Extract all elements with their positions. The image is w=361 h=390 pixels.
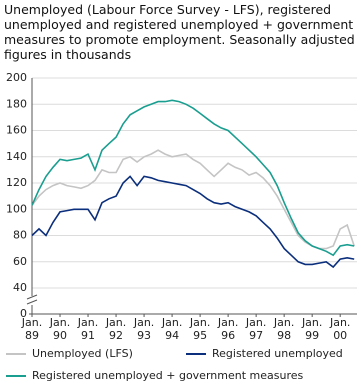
chart-title: Unemployed (Labour Force Survey - LFS), … [4,2,355,62]
y-tick-label: 0 [20,307,27,320]
y-tick-label: 80 [13,229,27,242]
x-tick-label: Jan. 90 [49,316,70,342]
axis-break [26,294,38,300]
y-tick-label: 180 [6,97,27,110]
legend-label: Registered unemployed [212,347,343,360]
x-tick-label: Jan. 91 [77,316,98,342]
y-tick-label: 140 [6,150,27,163]
x-tick-label: Jan. 94 [161,316,182,342]
x-tick-label: Jan. 00 [329,316,350,342]
x-tick-label: Jan. 89 [21,316,42,342]
y-tick-label: 160 [6,124,27,137]
y-tick-label: 40 [13,281,27,294]
x-tick-label: Jan. 99 [301,316,322,342]
series-line [31,99,355,257]
x-tick-label: Jan. 95 [189,316,210,342]
axis-break [26,299,38,305]
series-line [31,175,355,269]
y-tick-label: 120 [6,176,27,189]
legend-label: Registered unemployed + government measu… [32,369,303,382]
x-tick-label: Jan. 97 [245,316,266,342]
legend-label: Unemployed (LFS) [32,347,133,360]
y-tick-label: 60 [13,255,27,268]
y-tick-label: 200 [6,71,27,84]
x-tick-label: Jan. 98 [273,316,294,342]
x-tick-label: Jan. 93 [133,316,154,342]
series-line [31,149,355,250]
x-tick-label: Jan. 92 [105,316,126,342]
y-tick-label: 100 [6,202,27,215]
x-tick-label: Jan. 96 [217,316,238,342]
